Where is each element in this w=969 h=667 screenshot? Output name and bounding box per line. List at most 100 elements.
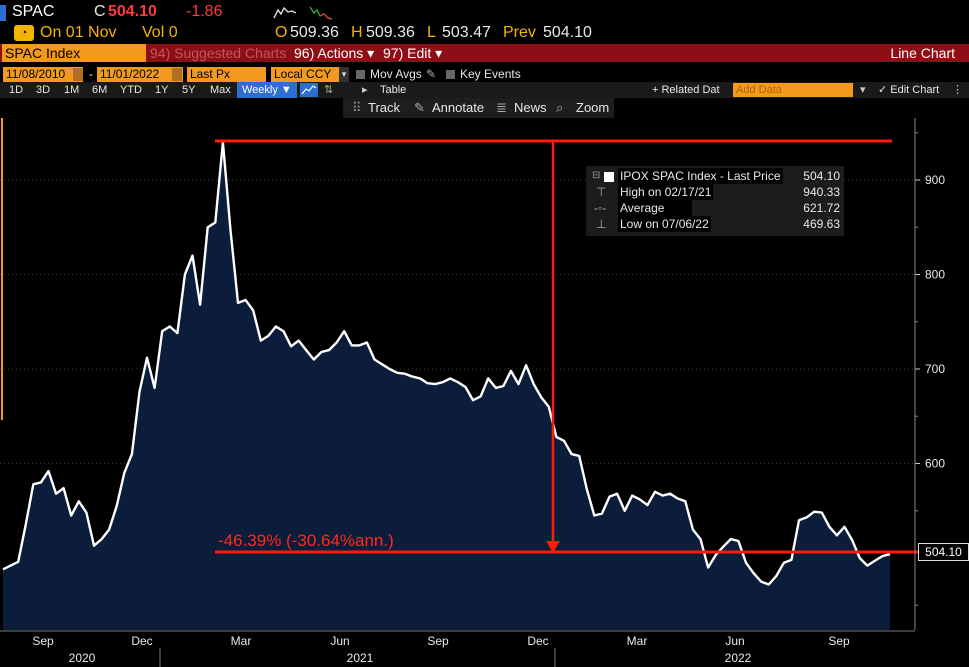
x-year-label: 2022 (725, 651, 752, 665)
period-1d[interactable]: 1D (9, 84, 24, 96)
mov-avgs-label[interactable]: Mov Avgs (370, 67, 422, 81)
y-tick-label: 900 (925, 173, 945, 187)
news-icon: ≣ (496, 100, 507, 115)
x-month-label: Sep (427, 634, 449, 648)
table-toggle[interactable]: Table (380, 84, 407, 96)
line-chart-icon[interactable] (300, 83, 318, 97)
y-tick-label: 700 (925, 362, 945, 376)
period-1y[interactable]: 1Y (155, 84, 169, 96)
currency-selector[interactable]: Local CCY (271, 67, 349, 82)
period-6m[interactable]: 6M (92, 84, 108, 96)
related-data-button[interactable]: + Related Dat (652, 84, 720, 96)
drawdown-arrowhead (546, 541, 560, 553)
calendar-icon[interactable] (73, 68, 83, 81)
chevron-down-icon[interactable]: ▾ (339, 67, 349, 82)
intraday-sparkline-icon[interactable] (272, 4, 298, 22)
key-events-checkbox[interactable] (446, 70, 455, 79)
open-label: O (275, 24, 288, 41)
security-field[interactable]: SPAC Index (2, 44, 146, 62)
table-triangle-icon[interactable]: ▸ (362, 84, 368, 96)
period-3d[interactable]: 3D (36, 84, 51, 96)
frequency-selector[interactable]: Weekly ▼ (237, 82, 297, 98)
gauge-icon[interactable]: ◔ (14, 25, 34, 41)
security-marker (0, 5, 6, 21)
chevron-down-icon[interactable]: ▾ (860, 84, 866, 96)
legend-tree-icon: ⊟ (592, 170, 601, 181)
volume: Vol 0 (142, 24, 178, 41)
x-month-label: Dec (527, 634, 548, 648)
mov-avgs-checkbox[interactable] (356, 70, 365, 79)
prev-label: Prev (503, 24, 536, 41)
x-month-label: Jun (330, 634, 349, 648)
x-axis: Sep Dec Mar Jun Sep Dec Mar Jun Sep 2020 2021 2022 (0, 630, 915, 667)
more-options-icon[interactable]: ⋮ (952, 84, 963, 96)
legend-low-label: Low on 07/06/22 (618, 216, 711, 232)
close-label: C (94, 3, 106, 20)
zoom-button[interactable]: Zoom (576, 100, 610, 115)
price-change: -1.86 (186, 3, 223, 20)
y-axis: 600 700 800 900 (914, 118, 945, 630)
y-tick-label: 800 (925, 268, 945, 282)
edit-menu[interactable]: 97) Edit ▾ (383, 45, 443, 61)
news-button[interactable]: News (514, 100, 547, 115)
y-tick-label: 600 (925, 457, 945, 471)
x-month-label: Sep (828, 634, 850, 648)
high-value: 509.36 (366, 24, 415, 41)
actions-menu[interactable]: 96) Actions ▾ (294, 45, 375, 61)
start-date-field[interactable]: 11/08/2010 (3, 67, 83, 82)
period-1m[interactable]: 1M (64, 84, 80, 96)
series-swatch[interactable] (604, 172, 614, 182)
drag-handle-icon[interactable]: ⠿ (352, 100, 362, 115)
calendar-icon[interactable] (172, 68, 182, 81)
edit-chart-button[interactable]: ✓ Edit Chart (878, 84, 940, 96)
pencil-icon[interactable]: ✎ (426, 67, 437, 81)
period-5y[interactable]: 5Y (182, 84, 196, 96)
menu-bar (0, 44, 969, 62)
key-events-label[interactable]: Key Events (460, 67, 521, 81)
prev-value: 504.10 (543, 24, 592, 41)
legend-series-title: IPOX SPAC Index - Last Price (618, 168, 783, 184)
last-price-tag: 504.10 (918, 543, 969, 561)
period-max[interactable]: Max (210, 84, 231, 96)
x-year-label: 2020 (69, 651, 96, 665)
legend-high-value: 940.33 (803, 185, 840, 199)
search-icon: ⌕ (556, 100, 564, 115)
track-button[interactable]: Track (368, 100, 401, 115)
date-separator: - (89, 67, 93, 81)
annotate-button[interactable]: Annotate (432, 100, 485, 115)
field-selector[interactable]: Last Px (187, 67, 266, 82)
x-year-label: 2021 (347, 651, 374, 665)
add-data-input[interactable]: Add Data (733, 83, 853, 97)
end-date-field[interactable]: 11/01/2022 (97, 67, 183, 82)
high-marker-icon: ⊤ (596, 185, 607, 199)
low-label: L (427, 24, 436, 41)
trade-date: On 01 Nov (40, 24, 117, 41)
x-month-label: Mar (627, 634, 648, 648)
legend-average-value: 621.72 (803, 201, 840, 215)
x-month-label: Mar (231, 634, 252, 648)
average-marker-icon: -◦- (594, 201, 607, 215)
legend-low-value: 469.63 (803, 217, 840, 231)
legend-average-label: Average (618, 200, 692, 216)
low-value: 503.47 (442, 24, 491, 41)
chart-toolbar (343, 98, 614, 118)
legend-series-value: 504.10 (803, 169, 840, 183)
legend-high-label: High on 02/17/21 (618, 184, 714, 200)
legend-panel: ⊟ IPOX SPAC Index - Last Price 504.10 ⊤ … (586, 166, 844, 236)
ticker-label[interactable]: SPAC (12, 3, 55, 20)
period-ytd[interactable]: YTD (120, 84, 142, 96)
suggested-charts-menu[interactable]: 94) Suggested Charts (150, 45, 287, 61)
last-price: 504.10 (108, 3, 157, 20)
x-month-label: Jun (725, 634, 744, 648)
high-label: H (351, 24, 363, 41)
price-area (3, 142, 890, 630)
open-value: 509.36 (290, 24, 339, 41)
chart-type-title: Line Chart (890, 45, 955, 61)
bar-type-icon[interactable]: ⇅ (324, 84, 334, 96)
pencil-icon: ✎ (414, 100, 425, 115)
x-month-label: Sep (32, 634, 54, 648)
drawdown-annotation[interactable]: -46.39% (-30.64%ann.) (218, 531, 394, 550)
down-sparkline-icon[interactable] (308, 4, 334, 22)
low-marker-icon: ⊥ (596, 217, 607, 231)
